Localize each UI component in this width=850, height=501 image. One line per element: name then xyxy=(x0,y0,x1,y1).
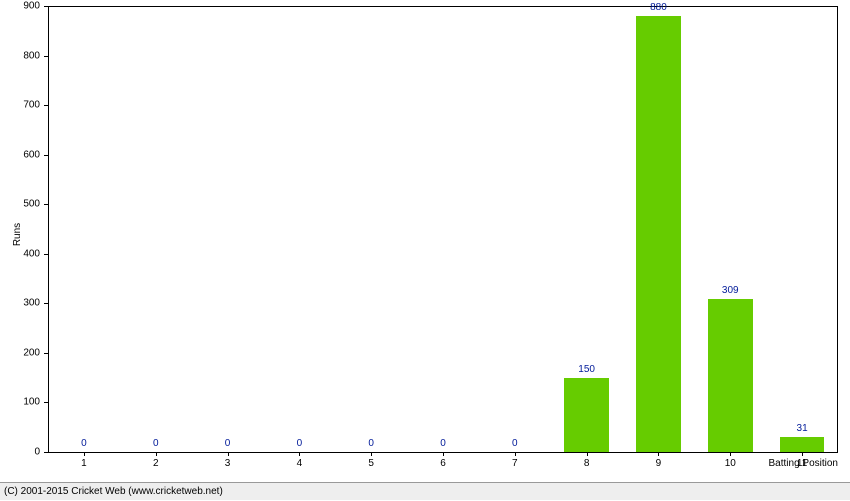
x-tick-label: 5 xyxy=(368,458,374,469)
y-tick-mark xyxy=(44,56,48,57)
footer-bar: (C) 2001-2015 Cricket Web (www.cricketwe… xyxy=(0,482,850,500)
y-tick-label: 500 xyxy=(0,199,40,210)
bar xyxy=(636,16,681,452)
y-tick-label: 400 xyxy=(0,248,40,259)
footer-text: (C) 2001-2015 Cricket Web (www.cricketwe… xyxy=(4,486,223,497)
x-tick-label: 3 xyxy=(225,458,231,469)
y-tick-label: 100 xyxy=(0,397,40,408)
y-tick-label: 0 xyxy=(0,447,40,458)
x-tick-label: 2 xyxy=(153,458,159,469)
y-tick-label: 300 xyxy=(0,298,40,309)
x-tick-mark xyxy=(371,452,372,456)
x-tick-label: 10 xyxy=(725,458,736,469)
x-tick-label: 8 xyxy=(584,458,590,469)
y-tick-mark xyxy=(44,204,48,205)
bar xyxy=(780,437,825,452)
x-tick-mark xyxy=(443,452,444,456)
y-tick-mark xyxy=(44,303,48,304)
x-tick-mark xyxy=(228,452,229,456)
bar-value-label: 309 xyxy=(722,285,739,296)
x-tick-label: 6 xyxy=(440,458,446,469)
x-tick-mark xyxy=(658,452,659,456)
y-tick-mark xyxy=(44,402,48,403)
y-tick-label: 900 xyxy=(0,1,40,12)
x-tick-label: 9 xyxy=(656,458,662,469)
y-axis-line xyxy=(48,6,49,452)
x-tick-mark xyxy=(156,452,157,456)
y-tick-mark xyxy=(44,353,48,354)
x-tick-mark xyxy=(730,452,731,456)
bar-value-label: 0 xyxy=(440,438,446,449)
bar-value-label: 150 xyxy=(578,364,595,375)
bar-value-label: 0 xyxy=(368,438,374,449)
y-tick-mark xyxy=(44,6,48,7)
y-tick-mark xyxy=(44,155,48,156)
y-tick-label: 700 xyxy=(0,100,40,111)
bar-value-label: 0 xyxy=(512,438,518,449)
plot-area xyxy=(48,6,838,452)
bar-value-label: 31 xyxy=(797,423,808,434)
y-tick-label: 800 xyxy=(0,50,40,61)
y-tick-label: 600 xyxy=(0,149,40,160)
x-tick-mark xyxy=(515,452,516,456)
y-tick-mark xyxy=(44,452,48,453)
x-tick-mark xyxy=(587,452,588,456)
bar-value-label: 0 xyxy=(153,438,159,449)
bar-value-label: 880 xyxy=(650,2,667,13)
x-tick-label: 4 xyxy=(297,458,303,469)
x-tick-mark xyxy=(299,452,300,456)
bar-value-label: 0 xyxy=(81,438,87,449)
x-tick-label: 1 xyxy=(81,458,87,469)
x-tick-mark xyxy=(802,452,803,456)
y-tick-mark xyxy=(44,105,48,106)
bar-value-label: 0 xyxy=(225,438,231,449)
x-tick-mark xyxy=(84,452,85,456)
y-axis-title: Runs xyxy=(12,223,23,246)
x-tick-label: 11 xyxy=(797,458,807,469)
bar xyxy=(564,378,609,452)
y-tick-label: 200 xyxy=(0,347,40,358)
y-tick-mark xyxy=(44,254,48,255)
x-tick-label: 7 xyxy=(512,458,518,469)
chart-container: Runs Batting Position 010020030040050060… xyxy=(0,0,850,480)
bar-value-label: 0 xyxy=(297,438,303,449)
bar xyxy=(708,299,753,452)
